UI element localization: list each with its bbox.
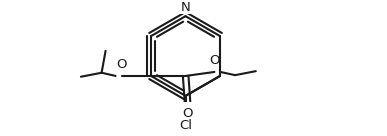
Text: Cl: Cl xyxy=(179,119,192,132)
Text: O: O xyxy=(209,54,220,67)
Text: O: O xyxy=(116,58,127,71)
Text: N: N xyxy=(181,1,190,14)
Text: O: O xyxy=(182,107,193,120)
